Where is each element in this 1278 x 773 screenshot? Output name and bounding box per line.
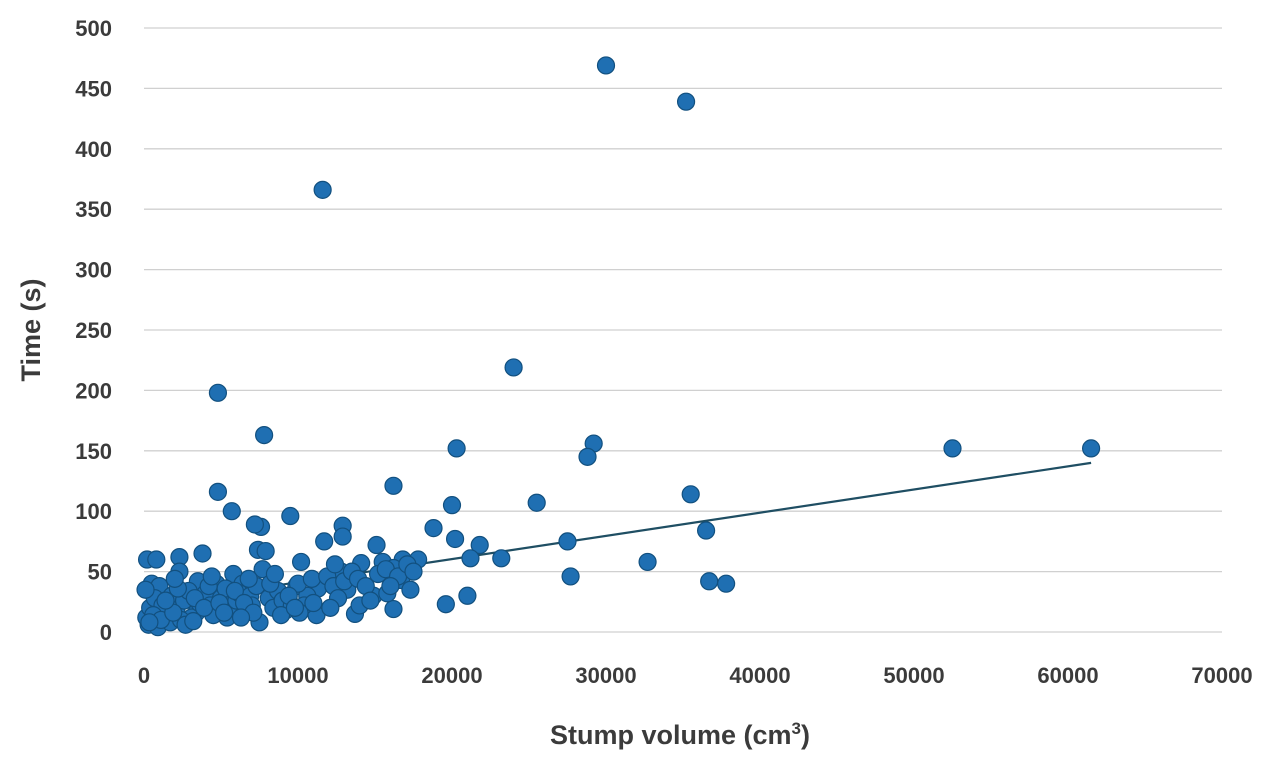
data-point: [140, 613, 159, 632]
data-point: [256, 541, 275, 561]
data-point: [208, 383, 228, 402]
data-point: [321, 598, 340, 617]
y-tick-label: 300: [75, 258, 112, 283]
data-point: [696, 521, 716, 540]
data-point: [208, 482, 228, 501]
data-point: [442, 496, 462, 515]
data-point: [333, 527, 352, 546]
x-axis: 0 10000 20000 30000 40000 50000 60000 70000: [138, 663, 1253, 688]
y-tick-label: 450: [75, 76, 112, 101]
data-point: [245, 515, 264, 534]
gridlines: [144, 27, 1222, 633]
data-point: [458, 586, 477, 605]
data-point: [943, 439, 962, 458]
data-point: [504, 358, 523, 377]
y-tick-label: 50: [88, 560, 112, 585]
data-point: [404, 562, 423, 581]
data-point: [136, 580, 155, 599]
data-point: [578, 447, 597, 466]
data-point: [436, 595, 455, 614]
x-tick-label: 50000: [883, 663, 944, 688]
data-point: [717, 574, 736, 593]
data-point: [281, 506, 300, 526]
x-axis-title-suffix: ): [801, 720, 810, 750]
data-point: [156, 591, 175, 610]
data-point: [255, 425, 274, 445]
data-point: [700, 572, 719, 591]
data-point: [214, 603, 234, 622]
data-point: [424, 519, 443, 538]
data-point: [225, 581, 244, 601]
data-point: [325, 555, 345, 574]
y-tick-label: 500: [75, 16, 112, 41]
x-tick-label: 60000: [1037, 663, 1098, 688]
data-point: [461, 549, 480, 568]
data-point: [401, 580, 420, 599]
x-tick-label: 20000: [421, 663, 482, 688]
data-point: [527, 493, 546, 512]
data-point: [202, 567, 221, 586]
data-point: [367, 535, 386, 555]
data-point: [315, 532, 334, 551]
x-tick-label: 40000: [729, 663, 790, 688]
data-point: [231, 608, 251, 627]
y-axis: 0 50 100 150 200 250 300 350 400 450 500: [75, 16, 112, 645]
y-axis-title: Time (s): [16, 278, 46, 381]
x-tick-label: 10000: [267, 663, 328, 688]
data-point: [194, 598, 214, 617]
data-point: [291, 552, 311, 572]
x-axis-title-superscript: 3: [792, 719, 801, 738]
data-point: [147, 550, 166, 569]
data-point: [265, 564, 284, 584]
y-tick-label: 400: [75, 137, 112, 162]
y-tick-label: 250: [75, 318, 112, 343]
data-point: [561, 567, 580, 586]
data-point: [285, 598, 305, 617]
x-tick-label: 30000: [575, 663, 636, 688]
x-tick-label: 70000: [1191, 663, 1252, 688]
data-point: [558, 532, 577, 551]
data-point: [676, 92, 696, 111]
data-point: [184, 612, 203, 631]
y-tick-label: 200: [75, 378, 112, 403]
data-point: [445, 529, 465, 549]
x-axis-title-main: Stump volume (cm: [550, 720, 792, 750]
data-point: [492, 549, 511, 568]
y-tick-label: 150: [75, 439, 112, 464]
data-point: [596, 56, 616, 75]
data-point: [381, 576, 400, 596]
data-point: [313, 180, 332, 199]
data-point: [638, 552, 657, 572]
y-tick-label: 0: [100, 620, 112, 645]
data-point: [361, 591, 380, 610]
data-point: [681, 485, 700, 504]
x-tick-label: 0: [138, 663, 150, 688]
data-point: [222, 502, 241, 521]
data-point: [304, 593, 323, 613]
data-point: [165, 569, 184, 588]
y-tick-label: 350: [75, 197, 112, 222]
y-tick-label: 100: [75, 499, 112, 524]
data-point: [384, 599, 403, 619]
points-layer: [136, 56, 1101, 637]
data-point: [1081, 439, 1101, 458]
data-point: [470, 535, 489, 555]
data-point: [239, 569, 258, 588]
data-point: [302, 569, 321, 588]
x-axis-title: Stump volume (cm3): [550, 719, 810, 750]
data-point: [384, 476, 403, 495]
data-point: [193, 544, 212, 563]
data-point: [447, 439, 466, 458]
